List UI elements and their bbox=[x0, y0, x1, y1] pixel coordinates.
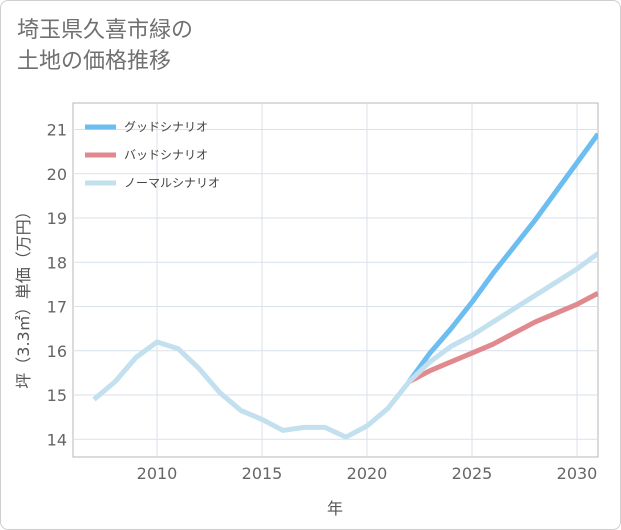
y-tick-label: 18 bbox=[47, 253, 67, 272]
x-tick-label: 2020 bbox=[347, 464, 388, 483]
plot-area bbox=[72, 102, 599, 458]
x-tick-label: 2015 bbox=[242, 464, 283, 483]
y-axis-label: 坪（3.3㎡）単価（万円） bbox=[14, 203, 33, 388]
x-axis-label: 年 bbox=[327, 499, 343, 518]
legend-label-normal-scenario: ノーマルシナリオ bbox=[124, 176, 220, 190]
series-line-normal-scenario bbox=[92, 251, 598, 440]
legend-label-bad-scenario: バッドシナリオ bbox=[124, 148, 208, 162]
y-tick-label: 15 bbox=[47, 386, 67, 405]
series-line-good-scenario bbox=[406, 132, 598, 384]
x-tick-label: 2025 bbox=[452, 464, 493, 483]
y-tick-label: 17 bbox=[47, 298, 67, 317]
y-tick-label: 16 bbox=[47, 342, 67, 361]
legend-label-good-scenario: グッドシナリオ bbox=[124, 120, 208, 134]
y-tick-label: 20 bbox=[47, 165, 67, 184]
y-tick-labels: 14 15 16 17 18 19 20 21 bbox=[47, 121, 67, 450]
chart-title: 埼玉県久喜市緑の 土地の価格推移 bbox=[17, 15, 193, 77]
y-tick-label: 21 bbox=[47, 121, 67, 140]
x-tick-labels: 2010 2015 2020 2025 2030 bbox=[137, 464, 598, 483]
chart-title-line-1: 埼玉県久喜市緑の bbox=[17, 18, 194, 43]
y-tick-label: 14 bbox=[47, 430, 67, 449]
grid-lines bbox=[73, 103, 598, 457]
x-tick-label: 2030 bbox=[557, 464, 598, 483]
series-line-bad-scenario bbox=[407, 291, 598, 384]
x-tick-label: 2010 bbox=[137, 464, 178, 483]
chart-title-line-2: 土地の価格推移 bbox=[17, 49, 172, 74]
series-lines bbox=[92, 132, 598, 440]
y-tick-label: 19 bbox=[47, 209, 67, 228]
